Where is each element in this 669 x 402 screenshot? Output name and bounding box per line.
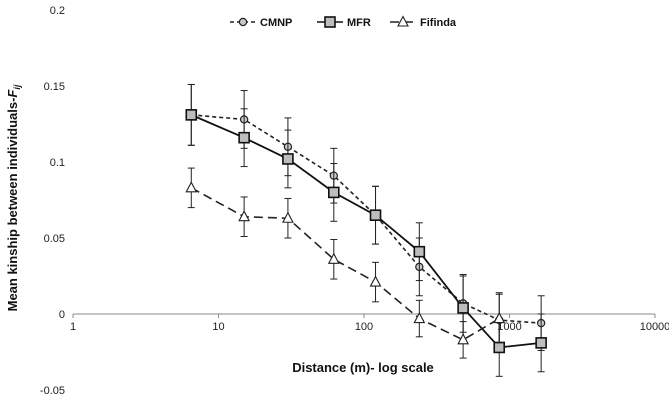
x-tick-label: 10 [212,321,224,333]
legend-marker-fifinda [397,15,409,27]
x-tick-label: 10000 [640,321,669,333]
data-point-mfr [327,186,340,199]
data-point-mfr [457,302,469,314]
series-mfr [185,83,547,377]
x-tick-label: 1000 [497,321,521,333]
series-line-cmnp [191,114,542,324]
x-axis-title: Distance (m)- log scale [292,360,434,375]
data-point-fifinda [327,252,340,264]
series-layer [185,83,547,377]
data-point-mfr [493,341,506,354]
data-point-fifinda [457,333,470,345]
legend-label-mfr: MFR [347,17,371,29]
legend-item-fifinda: Fifinda [390,15,457,29]
y-tick-label: 0 [59,309,65,321]
legend-item-cmnp: CMNP [230,17,292,29]
legend-label-fifinda: Fifinda [420,17,457,29]
data-point-fifinda [369,275,382,287]
data-point-mfr [238,131,250,144]
legend-marker-cmnp [238,17,248,27]
data-point-fifinda [238,210,251,222]
data-point-mfr [535,337,547,349]
data-point-mfr [369,209,382,221]
series-fifinda [185,167,506,359]
data-point-mfr [185,109,198,121]
data-point-fifinda [413,311,426,324]
y-axis-title: Mean kinship between individuals-Fij [5,84,22,311]
y-tick-label: 0.2 [50,5,65,17]
y-axis: -0.05 0 0.05 0.1 0.15 0.2 [40,5,65,397]
legend-label-cmnp: CMNP [260,17,292,29]
y-tick-label: -0.05 [40,385,65,397]
svg-text:Mean kinship between individua: Mean kinship between individuals-Fij [5,84,22,311]
y-axis-title-symbol: F [5,89,20,98]
x-axis: 1 10 100 1000 10000 [70,313,669,333]
data-point-mfr [282,153,294,165]
x-tick-label: 1 [70,321,76,333]
y-tick-label: 0.05 [44,233,65,245]
y-tick-label: 0.1 [50,157,65,169]
legend: CMNP MFR Fifinda [230,15,457,29]
legend-marker-mfr [324,16,336,28]
x-tick-label: 100 [355,321,373,333]
series-line-fifinda [190,187,500,341]
y-tick-label: 0.15 [44,81,65,93]
y-axis-title-text: Mean kinship between individuals- [5,98,20,312]
legend-item-mfr: MFR [317,16,371,29]
data-point-fifinda [282,211,294,223]
data-point-fifinda [185,181,198,193]
data-point-mfr [413,245,426,258]
y-axis-title-subscript: ij [12,84,22,90]
data-point-fifinda [493,311,506,324]
